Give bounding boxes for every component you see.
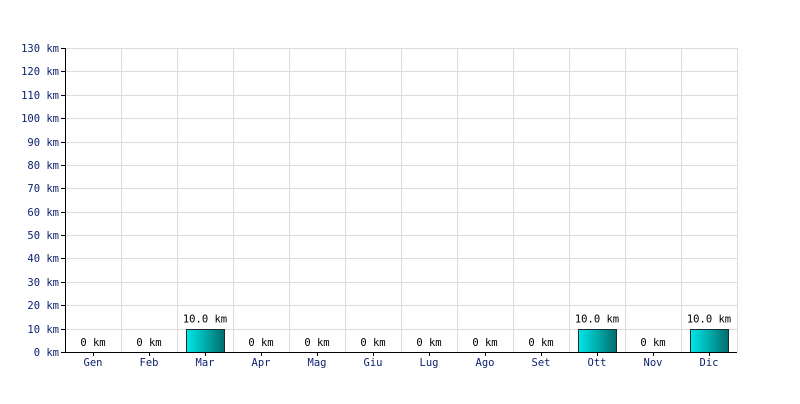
- y-tick-label: 40 km: [27, 253, 59, 265]
- y-tick-label: 50 km: [27, 230, 59, 242]
- data-label: 0 km: [136, 337, 161, 349]
- x-tick-label: Set: [532, 357, 551, 369]
- y-tick-label: 10 km: [27, 324, 59, 336]
- x-tick-label: Feb: [140, 357, 159, 369]
- y-tick-label: 20 km: [27, 300, 59, 312]
- grid: [65, 48, 738, 353]
- x-tick-label: Dic: [700, 357, 719, 369]
- data-label: 0 km: [360, 337, 385, 349]
- y-tick-label: 100 km: [21, 113, 59, 125]
- y-tick-label: 130 km: [21, 43, 59, 55]
- data-label: 0 km: [416, 337, 441, 349]
- y-tick-label: 0 km: [34, 347, 59, 359]
- data-label: 0 km: [640, 337, 665, 349]
- data-label: 0 km: [528, 337, 553, 349]
- bars: [186, 329, 729, 353]
- data-label: 0 km: [248, 337, 273, 349]
- data-label: 10.0 km: [575, 314, 619, 326]
- data-label: 0 km: [80, 337, 105, 349]
- data-label: 10.0 km: [687, 314, 731, 326]
- y-tick-label: 70 km: [27, 183, 59, 195]
- data-label: 10.0 km: [183, 314, 227, 326]
- labels: 0 km 10 km 20 km 30 km 40 km 50 km 60 km 70 km 8…: [21, 43, 731, 369]
- x-tick-label: Ago: [476, 357, 495, 369]
- x-tick-label: Nov: [644, 357, 663, 369]
- x-tick-label: Giu: [364, 357, 383, 369]
- bar-dic: [690, 329, 729, 353]
- axes: [61, 48, 737, 356]
- y-tick-label: 110 km: [21, 90, 59, 102]
- x-tick-label: Gen: [84, 357, 103, 369]
- y-tick-label: 80 km: [27, 160, 59, 172]
- bar-mar: [186, 329, 225, 353]
- y-tick-label: 90 km: [27, 137, 59, 149]
- y-tick-label: 30 km: [27, 277, 59, 289]
- y-tick-label: 120 km: [21, 66, 59, 78]
- x-tick-label: Mag: [308, 357, 327, 369]
- data-label: 0 km: [304, 337, 329, 349]
- x-tick-label: Lug: [420, 357, 439, 369]
- bar-ott: [578, 329, 617, 353]
- x-tick-label: Apr: [252, 357, 271, 369]
- data-label: 0 km: [472, 337, 497, 349]
- x-tick-label: Mar: [196, 357, 215, 369]
- x-tick-label: Ott: [588, 357, 607, 369]
- y-tick-label: 60 km: [27, 207, 59, 219]
